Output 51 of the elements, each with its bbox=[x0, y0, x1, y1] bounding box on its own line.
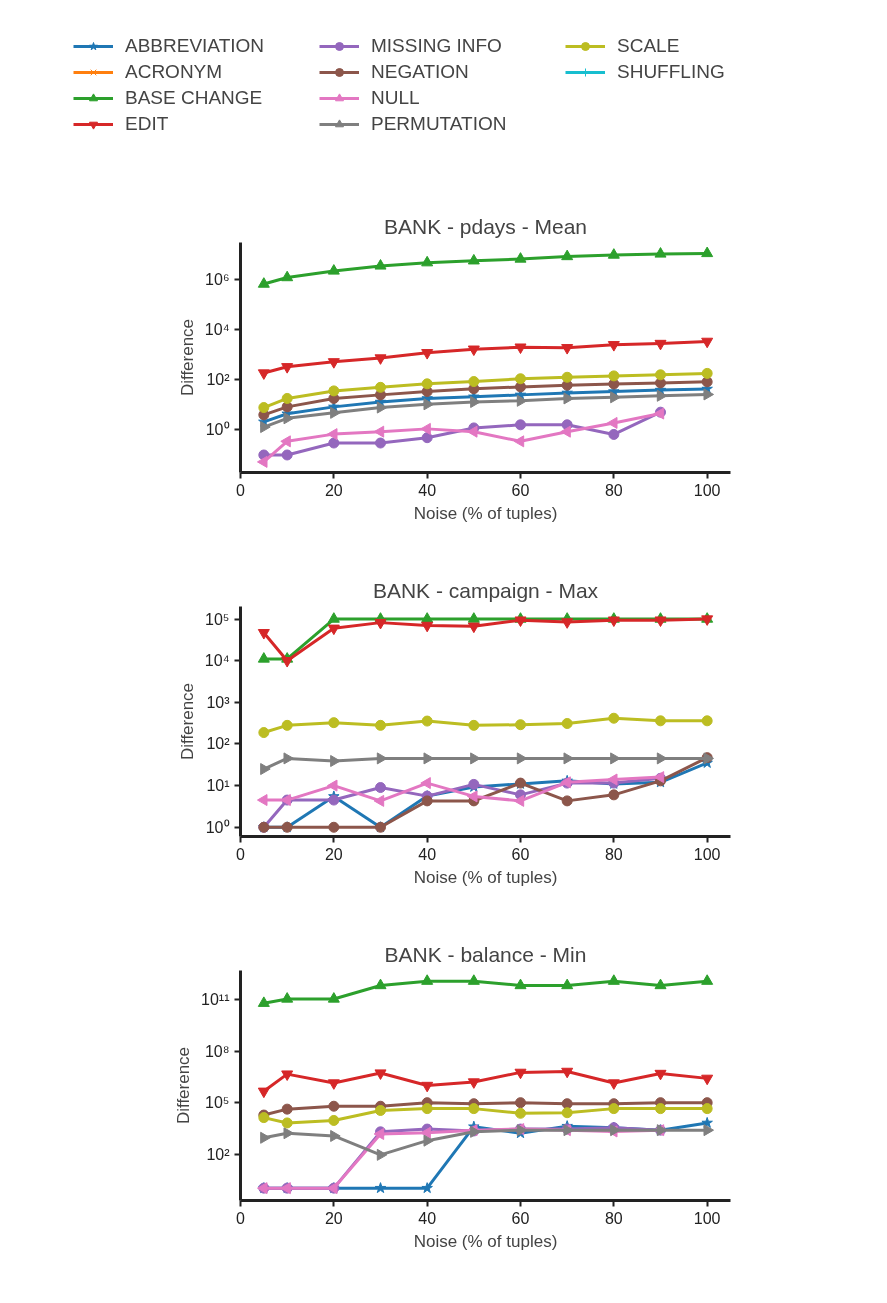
x-tick-label: 60 bbox=[511, 1209, 530, 1227]
y-tick-label: 10⁴ bbox=[204, 652, 230, 670]
y-axis-title: Difference bbox=[177, 318, 197, 397]
x-tick-label: 0 bbox=[236, 481, 246, 499]
chart-title: BANK - pdays - Mean bbox=[383, 214, 588, 238]
legend-label: SHUFFLING bbox=[617, 61, 726, 83]
legend-label: NULL bbox=[371, 87, 421, 109]
y-tick-label: 10⁸ bbox=[204, 1042, 230, 1060]
legend-label: MISSING INFO bbox=[371, 35, 503, 57]
y-tick-label: 10³ bbox=[206, 693, 231, 711]
x-tick-label: 100 bbox=[693, 1209, 721, 1227]
y-tick-label: 10¹¹ bbox=[201, 991, 230, 1009]
y-tick-label: 10⁵ bbox=[205, 1094, 230, 1112]
x-tick-label: 40 bbox=[418, 845, 437, 863]
x-tick-label: 100 bbox=[693, 845, 721, 863]
legend-label: BASE CHANGE bbox=[125, 87, 264, 109]
x-tick-label: 80 bbox=[604, 1209, 623, 1227]
x-tick-label: 20 bbox=[324, 1209, 343, 1227]
x-tick-label: 100 bbox=[693, 481, 721, 499]
legend-label: EDIT bbox=[125, 113, 170, 135]
legend-label: ABBREVIATION bbox=[125, 35, 265, 57]
y-tick-label: 10⁵ bbox=[205, 610, 230, 628]
x-axis-title: Noise (% of tuples) bbox=[413, 503, 558, 523]
x-tick-label: 80 bbox=[604, 845, 623, 863]
x-tick-label: 40 bbox=[418, 481, 437, 499]
legend-label: PERMUTATION bbox=[371, 113, 508, 135]
y-tick-label: 10¹ bbox=[206, 777, 230, 795]
y-tick-label: 10² bbox=[206, 735, 231, 753]
y-tick-label: 10⁰ bbox=[205, 818, 230, 836]
y-tick-label: 10⁰ bbox=[205, 421, 230, 439]
y-axis-title: Difference bbox=[177, 682, 197, 761]
x-tick-label: 0 bbox=[236, 845, 246, 863]
x-tick-label: 0 bbox=[236, 1209, 246, 1227]
y-tick-label: 10⁴ bbox=[204, 321, 230, 339]
x-tick-label: 80 bbox=[604, 481, 623, 499]
legend-label: ACRONYM bbox=[125, 61, 224, 83]
x-tick-label: 60 bbox=[511, 481, 530, 499]
legend-label: NEGATION bbox=[371, 61, 470, 83]
y-tick-label: 10² bbox=[206, 371, 231, 389]
chart-title: BANK - balance - Min bbox=[384, 942, 587, 966]
legend-label: SCALE bbox=[617, 35, 681, 57]
x-axis-title: Noise (% of tuples) bbox=[413, 867, 558, 887]
x-tick-label: 40 bbox=[418, 1209, 437, 1227]
x-axis-title: Noise (% of tuples) bbox=[413, 1231, 558, 1251]
chart-title: BANK - campaign - Max bbox=[372, 578, 599, 602]
x-tick-label: 20 bbox=[324, 845, 343, 863]
x-tick-label: 60 bbox=[511, 845, 530, 863]
y-tick-label: 10² bbox=[206, 1145, 231, 1163]
y-axis-title: Difference bbox=[174, 1046, 194, 1125]
y-tick-label: 10⁶ bbox=[205, 271, 230, 289]
x-tick-label: 20 bbox=[324, 481, 343, 499]
